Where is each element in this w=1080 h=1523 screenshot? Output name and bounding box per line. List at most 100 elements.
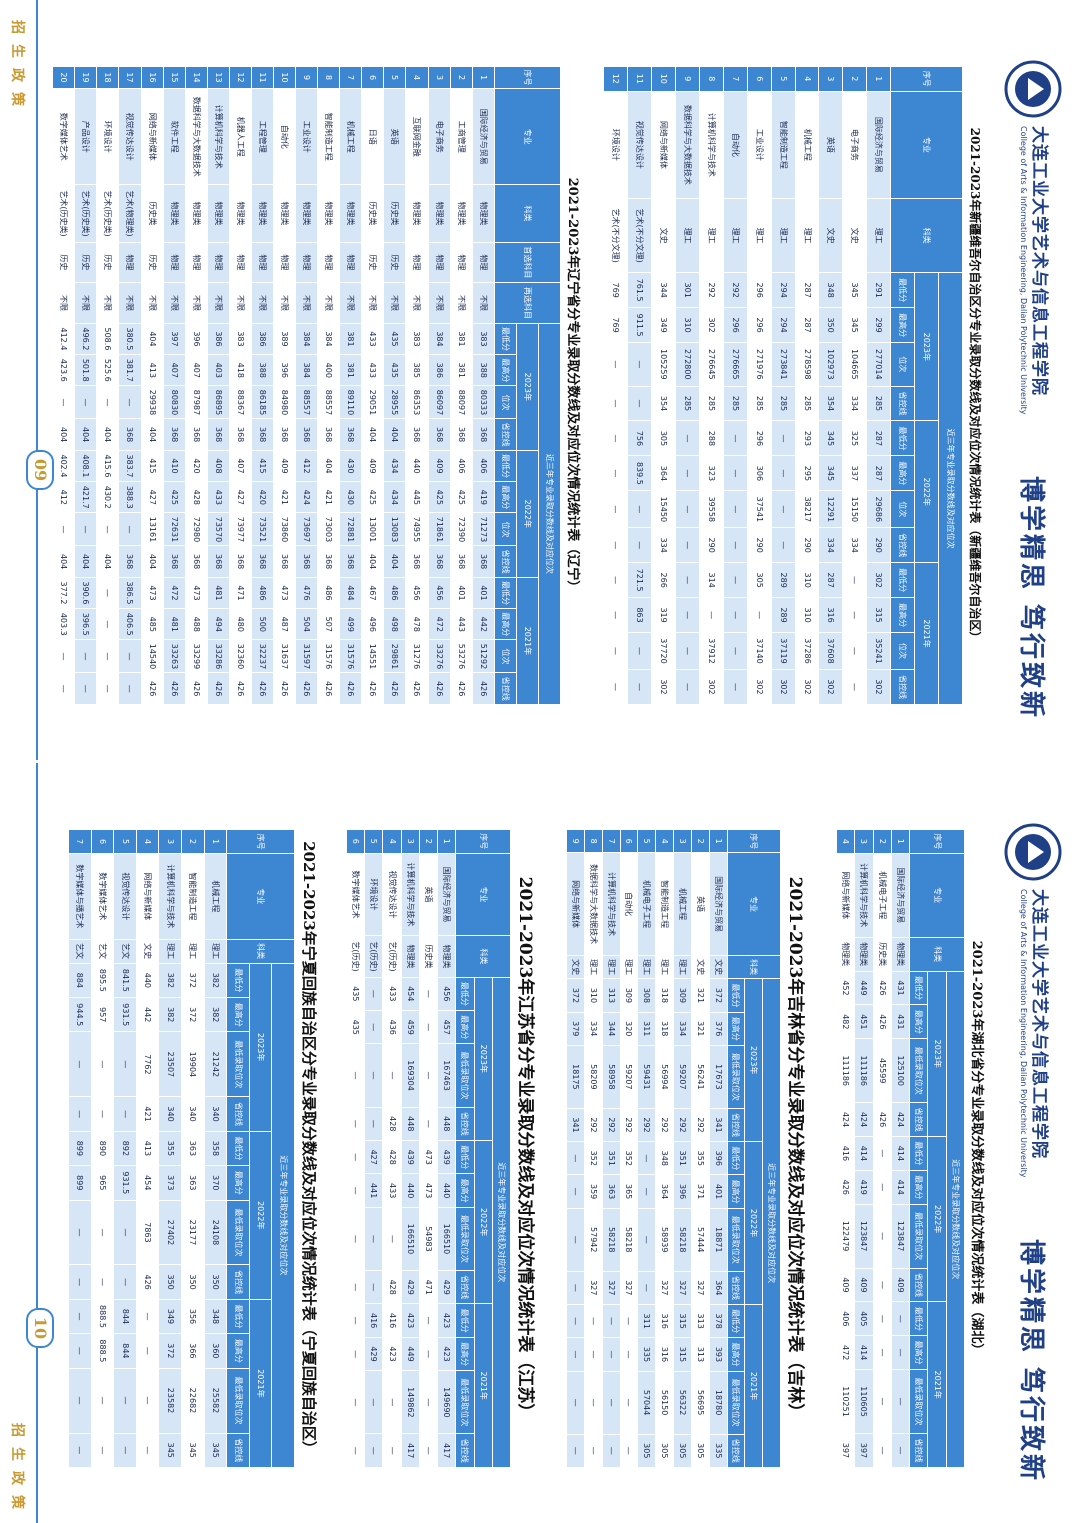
header-cell: 最低分: [494, 323, 517, 355]
table-cell: —: [52, 639, 75, 673]
table-cell: 368: [472, 418, 495, 451]
table-cell: 384: [317, 323, 340, 355]
table-cell: 426: [317, 672, 340, 705]
table-cell: 不限: [207, 282, 230, 324]
table-cell: 计算机科学与技术: [401, 853, 420, 936]
table-cell: 482: [836, 1004, 855, 1039]
table-cell: 166510: [437, 1207, 456, 1271]
table-cell: —: [118, 639, 142, 673]
table-cell: 381: [450, 354, 473, 386]
header-cell: 省控线: [494, 418, 517, 451]
table-cell: 957: [91, 997, 114, 1032]
table-cell: 35241: [866, 632, 891, 670]
table-cell: 计算机科学与技术: [854, 853, 874, 938]
table-cell: 384: [295, 354, 318, 386]
table-cell: —: [603, 455, 628, 491]
table-cell: 354: [651, 386, 676, 421]
header-cell: 最低录取位次: [226, 1200, 250, 1265]
table-cell: 物理: [317, 242, 340, 283]
table-cell: 316: [818, 597, 843, 633]
table-title: 2021-2023年新疆维吾尔自治区分专业录取分数线及对应位次情况统计表（新疆维…: [968, 127, 982, 644]
table-cell: 86097: [428, 385, 451, 419]
table-cell: 2: [842, 66, 867, 92]
table-cell: 368: [118, 418, 142, 451]
table-cell: 53276: [450, 639, 473, 673]
table-cell: 345: [818, 420, 843, 456]
table-cell: —: [566, 1174, 585, 1209]
header-cell: 最高分: [890, 597, 915, 633]
table-cell: 23177: [181, 1200, 205, 1265]
table-cell: —: [364, 1370, 383, 1434]
table-cell: —: [627, 527, 652, 563]
table-cell: 442: [472, 608, 495, 640]
table-block: 2021-2023年新疆维吾尔自治区分专业录取分数线及对应位次情况统计表（新疆维…: [603, 66, 984, 705]
header-cell: 最低录取位次: [226, 1368, 250, 1433]
table-cell: 266: [651, 562, 676, 598]
table-cell: 421: [317, 481, 340, 513]
table-cell: 440: [437, 1173, 456, 1208]
table-cell: —: [419, 1370, 438, 1434]
table-cell: 物理类: [251, 184, 274, 243]
table-cell: 430: [339, 481, 362, 513]
table-cell: 486: [383, 577, 406, 609]
table-cell: 4: [136, 829, 159, 854]
table-cell: 电子商务: [428, 88, 451, 185]
table-cell: 17: [118, 66, 142, 89]
table-cell: 6: [346, 829, 365, 854]
table-cell: 320: [620, 1012, 638, 1046]
table-cell: —: [419, 1010, 438, 1044]
table-cell: 423.6: [52, 354, 75, 386]
table-cell: 508.6: [96, 323, 119, 355]
table-cell: —: [113, 1433, 137, 1468]
table-cell: 58939: [655, 1208, 674, 1272]
table-cell: 不限: [405, 282, 429, 324]
table-cell: 13001: [361, 512, 384, 546]
table-cell: 397: [836, 1433, 855, 1468]
table-cell: 424: [295, 481, 318, 513]
table-cell: 302: [866, 562, 891, 598]
table-row: 4 网络与新媒体 物理类 452 482 111186 424 416 426 122479 409…: [836, 829, 855, 1468]
table-cell: 视觉传达设计: [118, 88, 142, 185]
table-cell: 艺术(历史类): [74, 184, 97, 243]
table-cell: 363: [181, 1131, 205, 1166]
header-cell: 最高分: [494, 354, 517, 386]
table-cell: 895.5: [91, 963, 114, 998]
table-cell: 348: [204, 1299, 227, 1334]
table-cell: 366: [181, 1333, 205, 1369]
table-cell: 844: [113, 1299, 137, 1334]
table-cell: 888.5: [91, 1299, 114, 1334]
table-cell: 111186: [836, 1038, 855, 1103]
table-cell: —: [68, 1433, 92, 1468]
table-cell: 物理类: [295, 184, 318, 243]
table-cell: —: [136, 1333, 159, 1369]
table-cell: 9: [295, 66, 318, 89]
table-cell: —: [68, 1200, 92, 1265]
table-row: 11 视觉传达设计 艺术(不分文理) 761.5 911.5— —756 839.5— —72…: [627, 66, 652, 705]
table-cell: 351: [673, 1141, 692, 1175]
table-cell: 345: [158, 1433, 182, 1468]
table-cell: 472: [836, 1335, 855, 1370]
table-cell: 408.1: [74, 450, 97, 482]
table-cell: 459: [401, 1010, 420, 1044]
table-cell: 工程管理: [251, 88, 274, 185]
table-cell: 396: [185, 323, 208, 355]
table-cell: 不限: [317, 282, 340, 324]
table-title: 2021-2023年吉林省分专业录取分数线及对应位次情况统计表（吉林）: [785, 876, 805, 1421]
table-cell: 6: [747, 66, 772, 92]
table-cell: 426: [873, 1004, 892, 1039]
table-cell: 机械电子工程: [873, 853, 892, 938]
table-cell: 311: [637, 1304, 656, 1338]
table-cell: 425: [163, 481, 186, 513]
table-row: 19 产品设计 艺术(历史类) 历史 不限 496.2 501.8—404 408.1 421.…: [74, 66, 97, 705]
table-cell: 305: [651, 420, 676, 456]
table-cell: 数字媒体艺术: [91, 853, 114, 939]
table-cell: 457: [437, 1010, 456, 1044]
header-cell: 省控线: [494, 545, 517, 578]
table-cell: 405: [854, 1301, 874, 1336]
table-cell: 404: [74, 418, 97, 451]
table-cell: 310: [584, 978, 603, 1013]
table-row: 5 英语 历史类 历史 不限 435 435 28955 404 434 434 13083 404 48…: [383, 66, 406, 705]
table-cell: 56322: [673, 1371, 692, 1435]
table-cell: 305: [637, 1434, 656, 1468]
table-row: 1 国际经济与贸易 理工 291 299 277014 285 287 287 29686 290 3…: [866, 66, 891, 705]
